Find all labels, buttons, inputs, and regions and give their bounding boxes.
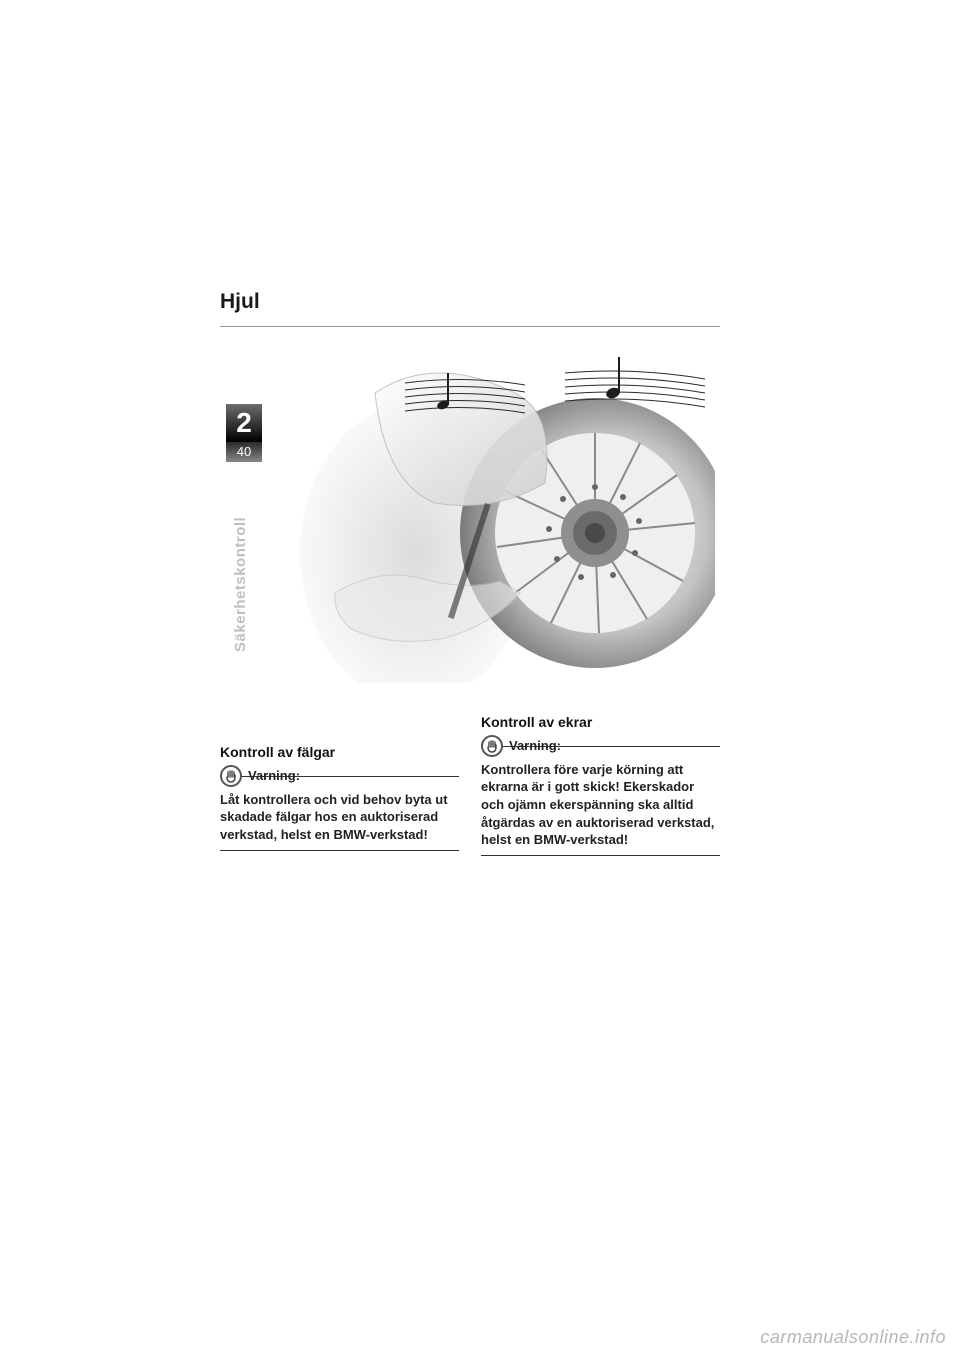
left-column: Kontroll av fälgar Varning: Låt kontroll… xyxy=(220,743,459,856)
heading-ekrar: Kontroll av ekrar xyxy=(481,713,720,732)
warning-block-ekrar: Varning: Kontrollera före varje körning … xyxy=(481,746,720,856)
page-content: Hjul xyxy=(220,290,720,856)
warning-text-faelgar: Låt kontrollera och vid behov byta ut sk… xyxy=(220,791,459,844)
text-columns: Kontroll av fälgar Varning: Låt kontroll… xyxy=(220,743,720,856)
hand-stop-icon xyxy=(481,735,503,757)
warning-block-faelgar: Varning: Låt kontrollera och vid behov b… xyxy=(220,776,459,851)
warning-text-ekrar: Kontrollera före varje körning att ekrar… xyxy=(481,761,720,849)
warning-label: Varning: xyxy=(509,737,561,755)
wheel-spoke-figure xyxy=(295,343,715,683)
right-column: Kontroll av ekrar Varning: Kontrollera f… xyxy=(481,713,720,856)
wheel-illustration-svg xyxy=(295,343,715,683)
warning-label: Varning: xyxy=(248,767,300,785)
page-title: Hjul xyxy=(220,290,720,327)
watermark: carmanualsonline.info xyxy=(760,1327,946,1348)
heading-faelgar: Kontroll av fälgar xyxy=(220,743,459,762)
hand-stop-icon xyxy=(220,765,242,787)
